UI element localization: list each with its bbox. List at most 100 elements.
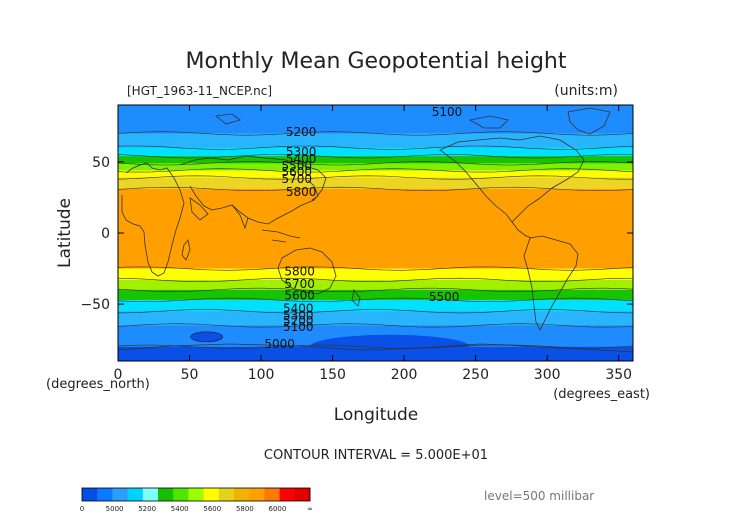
colorbar-swatch-0 — [82, 488, 98, 501]
contour-line-2 — [118, 154, 633, 159]
colorbar-swatch-3 — [127, 488, 144, 501]
contour-label-15: 5100 — [283, 320, 314, 334]
contour-label-9: 5700 — [284, 277, 315, 291]
colorbar-tick-label-1: 5000 — [106, 505, 124, 513]
coast-australia — [277, 247, 337, 295]
x-tick-label-1: 50 — [181, 367, 199, 383]
map-plot-area: 5100520053005400550056005700580058005700… — [118, 105, 633, 361]
x-tick-label-2: 100 — [248, 367, 275, 383]
colorbar-swatch-7 — [188, 488, 204, 501]
coast-antarctica — [118, 343, 633, 353]
low-pressure-cell — [190, 331, 224, 343]
contour-line-1 — [118, 145, 633, 150]
contour-line-13 — [118, 344, 633, 349]
coast-north-america — [439, 135, 585, 223]
contour-label-11: 5500 — [429, 290, 460, 304]
x-unit-label: (degrees_east) — [553, 387, 650, 402]
units-label: (units:m) — [554, 83, 618, 99]
colorbar-swatch-13 — [279, 488, 296, 501]
colorbar-tick-label-7: ∞ — [307, 505, 313, 513]
height-band-2 — [118, 147, 633, 157]
contour-interval-text: CONTOUR INTERVAL = 5.000E+01 — [264, 448, 488, 463]
coast-greenland — [567, 107, 611, 135]
contour-line-12 — [118, 323, 633, 328]
file-label: [HGT_1963-11_NCEP.nc] — [127, 84, 272, 98]
colorbar-swatch-12 — [264, 488, 280, 501]
colorbar-swatch-14 — [294, 488, 311, 501]
height-band-7 — [118, 188, 633, 270]
colorbar-tick-label-2: 5200 — [138, 505, 156, 513]
contour-label-10: 5600 — [284, 289, 315, 303]
x-tick-label-3: 150 — [319, 367, 346, 383]
contour-label-12: 5400 — [283, 301, 314, 315]
coast-japan — [307, 179, 319, 201]
height-band-3 — [118, 156, 633, 164]
level-text: level=500 millibar — [484, 489, 594, 503]
contour-labels: 5100520053005400550056005700580058005700… — [264, 105, 462, 351]
coast-india — [231, 204, 249, 230]
contour-line-5 — [118, 175, 633, 180]
colorbar-swatch-8 — [203, 488, 220, 501]
coast-new-zealand — [351, 289, 361, 307]
x-tick-label-4: 200 — [391, 367, 418, 383]
coast-arctic-islands — [215, 113, 509, 129]
chart-title: Monthly Mean Geopotential height — [185, 49, 566, 74]
y-axis-ticks: 50 0 −50 — [80, 155, 633, 313]
x-tick-label-5: 250 — [462, 367, 489, 383]
coast-europe-africa — [121, 162, 185, 277]
y-axis-label: Latitude — [55, 198, 75, 268]
x-axis-ticks: 0 50 100 150 200 250 300 350 — [114, 105, 632, 383]
colorbar-swatch-10 — [234, 488, 250, 501]
colorbar-ticks: 0 5000 5200 5400 5600 5800 6000 ∞ — [80, 505, 313, 513]
colorbar-swatch-5 — [158, 488, 174, 501]
coast-madagascar — [181, 239, 191, 261]
contour-label-7: 5800 — [286, 185, 317, 199]
colorbar-tick-label-6: 6000 — [269, 505, 287, 513]
colorbar-swatch-2 — [112, 488, 128, 501]
contour-label-4: 5500 — [282, 159, 313, 173]
height-band-12 — [118, 311, 633, 326]
colorbar — [81, 487, 311, 502]
coast-indonesia — [261, 229, 301, 243]
height-band-6 — [118, 177, 633, 190]
contour-label-8: 5800 — [284, 264, 315, 278]
height-band-10 — [118, 289, 633, 301]
height-band-5 — [118, 170, 633, 179]
x-tick-label-7: 350 — [605, 367, 632, 383]
coast-south-america — [523, 235, 579, 331]
x-tick-label-6: 300 — [534, 367, 561, 383]
colorbar-tick-label-3: 5400 — [171, 505, 189, 513]
contour-label-5: 5600 — [282, 165, 313, 179]
contour-line-3 — [118, 161, 633, 166]
colorbar-frame — [81, 487, 311, 502]
coast-asia — [179, 155, 327, 225]
contour-line-8 — [118, 277, 633, 282]
contour-label-2: 5300 — [286, 145, 317, 159]
colorbar-swatch-4 — [142, 488, 159, 501]
contour-line-4 — [118, 168, 633, 173]
y-tick-label-2: −50 — [80, 297, 110, 313]
colorbar-swatch-6 — [173, 488, 189, 501]
contour-label-0: 5100 — [432, 105, 463, 119]
colorbar-tick-label-5: 5800 — [236, 505, 254, 513]
contour-lines — [118, 131, 633, 349]
x-tick-label-0: 0 — [114, 367, 123, 383]
contour-label-1: 5200 — [286, 125, 317, 139]
colorbar-tick-label-0: 0 — [80, 505, 84, 513]
height-bands — [118, 105, 633, 361]
polar-low-region — [309, 334, 470, 359]
contour-line-11 — [118, 309, 633, 314]
contour-line-9 — [118, 287, 633, 292]
coast-central-america — [511, 221, 533, 239]
contour-line-7 — [118, 266, 633, 271]
colorbar-tick-label-4: 5600 — [203, 505, 221, 513]
colorbar-swatch-9 — [218, 488, 235, 501]
y-tick-label-1: 0 — [101, 226, 110, 242]
y-unit-label: (degrees_north) — [46, 377, 150, 392]
contour-label-3: 5400 — [286, 152, 317, 166]
contour-label-13: 5300 — [283, 308, 314, 322]
contour-label-14: 5200 — [283, 314, 314, 328]
height-band-4 — [118, 163, 633, 171]
height-band-11 — [118, 299, 633, 312]
